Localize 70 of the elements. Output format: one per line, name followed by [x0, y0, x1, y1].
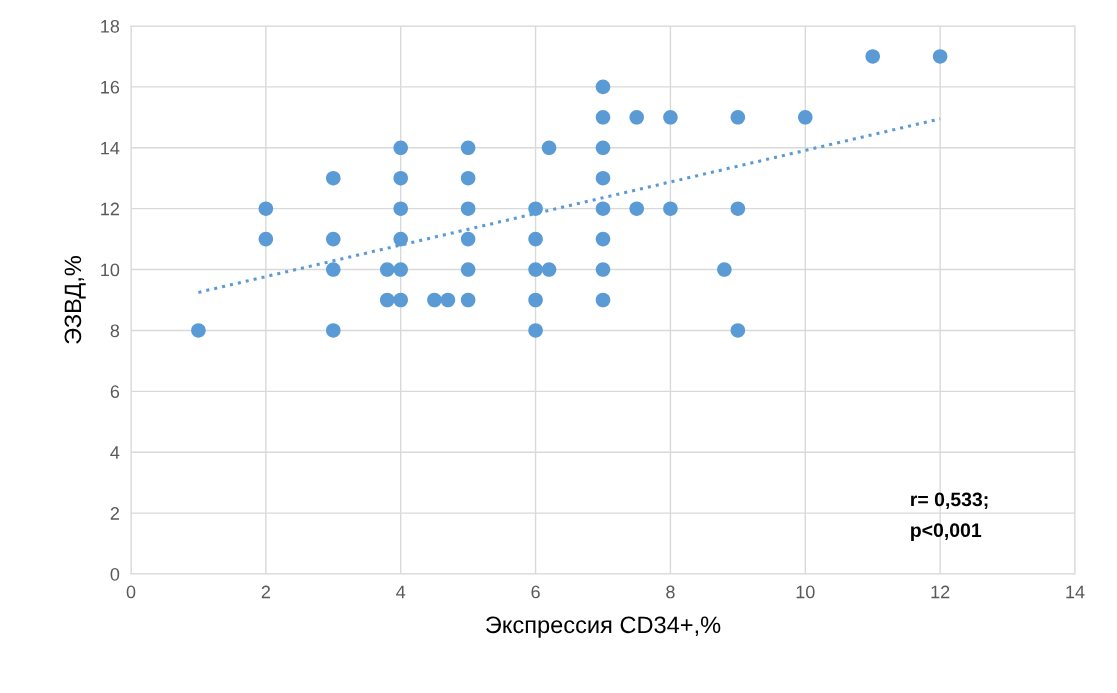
point	[528, 292, 543, 308]
annotation: r= 0,533; p<0,001	[911, 492, 988, 541]
point	[595, 79, 611, 95]
point	[663, 110, 678, 125]
point	[528, 262, 543, 277]
point	[258, 201, 274, 216]
point	[460, 231, 476, 247]
point	[326, 323, 341, 338]
point	[326, 231, 341, 247]
point	[798, 110, 813, 125]
point	[460, 140, 476, 156]
point	[541, 262, 557, 277]
point	[932, 49, 948, 64]
x-tick-label: 8	[666, 585, 675, 599]
point	[460, 201, 476, 216]
point	[629, 110, 644, 125]
point	[460, 170, 476, 186]
point	[595, 140, 611, 156]
point	[258, 231, 274, 247]
point	[541, 140, 557, 156]
x-tick-label: 12	[931, 585, 950, 599]
x-tick-label: 10	[796, 585, 815, 599]
y-tick-label: 4	[110, 446, 120, 459]
point	[191, 323, 206, 338]
point	[528, 201, 543, 216]
point	[393, 231, 408, 247]
x-tick-label: 0	[126, 585, 136, 599]
point	[528, 323, 543, 338]
point	[393, 262, 408, 277]
point	[379, 262, 395, 277]
point	[595, 231, 611, 247]
point	[460, 262, 476, 277]
point	[440, 292, 456, 308]
point	[717, 262, 732, 277]
y-tick-label: 18	[101, 19, 120, 33]
x-tick-label: 2	[261, 585, 270, 599]
y-tick-label: 10	[101, 263, 120, 277]
y-tick-label: 2	[110, 507, 119, 520]
point	[730, 323, 746, 338]
point	[379, 292, 395, 308]
point	[865, 49, 880, 64]
point	[393, 140, 408, 156]
point	[730, 201, 746, 216]
point	[595, 110, 611, 125]
x-tick-label: 4	[396, 585, 406, 599]
point	[393, 201, 408, 216]
point	[730, 110, 746, 125]
x-axis-title: Экспрессия CD34+,%	[486, 616, 721, 638]
point	[427, 292, 442, 308]
x-tick-label: 14	[1066, 585, 1085, 599]
point	[629, 201, 644, 216]
point	[393, 292, 408, 308]
point	[326, 170, 341, 186]
point	[595, 292, 611, 308]
point	[528, 231, 543, 247]
point	[460, 292, 476, 308]
x-tick-label: 6	[531, 585, 540, 599]
point	[663, 201, 678, 216]
point	[595, 170, 611, 186]
point	[393, 170, 408, 186]
point	[595, 262, 611, 277]
point	[326, 262, 341, 277]
y-tick-label: 6	[110, 385, 120, 399]
y-tick-label: 8	[110, 324, 120, 338]
point	[595, 201, 611, 216]
y-tick-label: 14	[101, 141, 120, 155]
y-tick-label: 0	[110, 567, 120, 581]
y-axis-title: ЭЗВД,%	[64, 255, 86, 344]
y-tick-label: 12	[101, 202, 119, 216]
y-tick-label: 16	[101, 80, 120, 94]
